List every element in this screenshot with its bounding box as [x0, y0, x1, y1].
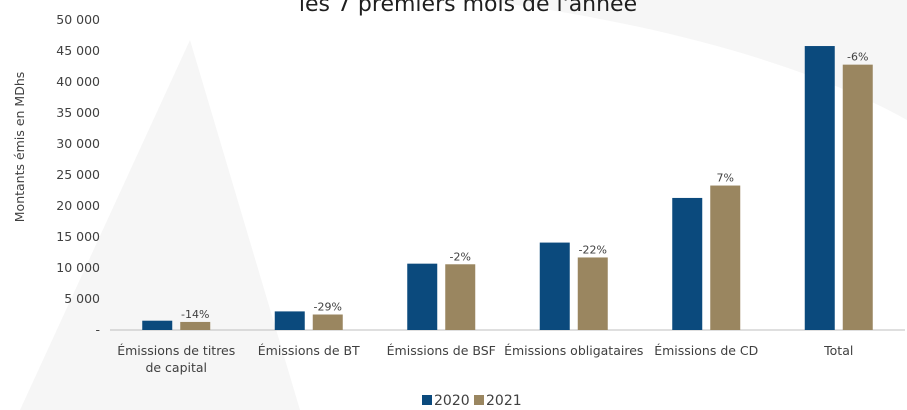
category-label: Émissions obligataires: [504, 343, 643, 358]
data-label: -6%: [847, 51, 868, 64]
y-tick-label: 40 000: [56, 74, 100, 89]
bar-2020: [407, 263, 438, 330]
bar-2020: [804, 46, 835, 330]
data-label: -14%: [181, 308, 209, 321]
bar-2020: [274, 311, 305, 330]
category-label: Émissions de CD: [654, 343, 758, 358]
y-tick-label: 5 000: [64, 291, 100, 306]
y-tick-label: 35 000: [56, 105, 100, 120]
y-tick-label: 20 000: [56, 198, 100, 213]
y-tick-label: -: [95, 322, 100, 337]
legend-swatch-2020: [422, 395, 432, 405]
category-label: Émissions de BT: [258, 343, 360, 358]
legend: 2020 2021: [422, 393, 522, 409]
legend-label: 2021: [486, 393, 522, 409]
bar-2021: [180, 321, 211, 330]
bar-2020: [672, 197, 703, 330]
category-labels-group: Émissions de titres de capital Émissions d…: [117, 343, 853, 375]
bar-2020: [539, 242, 570, 330]
category-label: Émissions de titres: [117, 343, 235, 358]
y-tick-label: 15 000: [56, 229, 100, 244]
bar-2020: [142, 320, 173, 330]
data-label: -2%: [450, 250, 471, 263]
y-tick-label: 50 000: [56, 12, 100, 27]
data-label: 7%: [717, 172, 734, 185]
bar-2021: [445, 264, 476, 330]
bar-2021: [312, 314, 343, 330]
y-tick-label: 30 000: [56, 136, 100, 151]
y-axis-title: Montants émis en MDhs: [12, 72, 27, 222]
legend-swatch-2021: [474, 395, 484, 405]
category-label: de capital: [145, 360, 207, 375]
category-label: Total: [823, 343, 853, 358]
data-label: -29%: [314, 301, 342, 314]
bar-2021: [842, 64, 873, 330]
data-label: -22%: [579, 243, 607, 256]
legend-label: 2020: [434, 393, 470, 409]
bars-group: [142, 46, 873, 330]
y-axis-ticks: - 5 000 10 000 15 000 20 000 25 000 30 000 35 0…: [56, 12, 100, 337]
background-decoration: [20, 0, 907, 410]
data-labels-group: -14% -29% -2% -22% 7% -6%: [181, 51, 868, 321]
category-label: Émissions de BSF: [387, 343, 496, 358]
y-tick-label: 45 000: [56, 43, 100, 58]
bar-2021: [710, 185, 741, 330]
y-tick-label: 25 000: [56, 167, 100, 182]
chart-title: les 7 premiers mois de l'année: [299, 0, 637, 17]
y-tick-label: 10 000: [56, 260, 100, 275]
bar-2021: [577, 257, 608, 330]
